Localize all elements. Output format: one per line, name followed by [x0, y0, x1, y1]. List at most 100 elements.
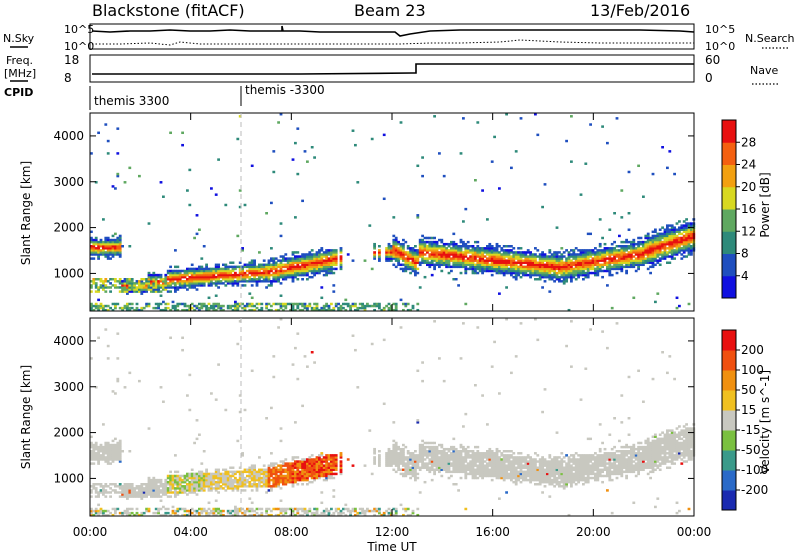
power-cell [673, 257, 676, 259]
power-cell [95, 303, 98, 305]
velocity-cell [107, 357, 110, 359]
velocity-cell [251, 489, 254, 491]
power-cell [520, 251, 523, 253]
power-cell [217, 286, 220, 288]
power-cell [388, 303, 391, 305]
power-cell [611, 243, 614, 245]
power-cell [416, 268, 419, 270]
power-cell [611, 247, 614, 249]
power-cell [229, 305, 232, 307]
velocity-cell [169, 475, 172, 477]
power-cell [596, 249, 599, 251]
velocity-cell [191, 469, 194, 471]
power-cell [160, 295, 163, 297]
power-cell [121, 307, 124, 309]
power-cell [664, 229, 667, 231]
velocity-cell [258, 456, 261, 458]
power-cell [284, 270, 287, 272]
velocity-cell [270, 462, 273, 464]
power-cell [296, 278, 299, 280]
velocity-cell [256, 483, 259, 485]
velocity-cell [256, 508, 259, 510]
power-cell [162, 196, 165, 198]
power-cell [181, 274, 184, 276]
velocity-cell [227, 510, 230, 512]
figure-title: Blackstone (fitACF) [92, 1, 245, 20]
velocity-cell [102, 423, 105, 425]
power-cell [109, 282, 112, 284]
power-cell [167, 270, 170, 272]
power-cell [220, 268, 223, 270]
power-cell [625, 245, 628, 247]
power-cell [342, 307, 345, 309]
power-cell [287, 303, 290, 305]
velocity-cell [172, 506, 175, 508]
power-cell [282, 264, 285, 266]
power-cell [181, 303, 184, 305]
power-cell [563, 262, 566, 264]
power-cell [565, 249, 568, 251]
power-cell [635, 257, 638, 259]
noise-left-label: N.Sky [3, 32, 35, 45]
velocity-cell [162, 483, 165, 485]
power-cell [169, 266, 172, 268]
power-cell [476, 121, 479, 123]
velocity-cell [160, 495, 163, 497]
power-cell [548, 255, 551, 257]
power-cell [292, 251, 295, 253]
power-cell [536, 278, 539, 280]
power-cell [402, 243, 405, 245]
velocity-cell [114, 438, 117, 440]
power-cell [222, 305, 225, 307]
power-cell [433, 115, 436, 117]
velocity-cell [95, 487, 98, 489]
power-cell [258, 264, 261, 266]
velocity-cell [95, 452, 98, 454]
velocity-cell [416, 508, 419, 510]
velocity-cell [260, 477, 263, 479]
power-cell [126, 278, 129, 280]
velocity-cell [176, 471, 179, 473]
power-cell [246, 280, 249, 282]
power-cell [568, 251, 571, 253]
power-cell [280, 222, 283, 224]
power-cell [102, 280, 105, 282]
velocity-cell [270, 452, 273, 454]
power-cell [241, 307, 244, 309]
power-cell [580, 193, 583, 195]
power-cell [409, 262, 412, 264]
power-cell [172, 305, 175, 307]
power-cell [364, 305, 367, 307]
velocity-cell [284, 462, 287, 464]
power-cell [532, 253, 535, 255]
velocity-cell [409, 467, 412, 469]
velocity-cell [198, 508, 201, 510]
velocity-cell [116, 508, 119, 510]
velocity-cell [114, 444, 117, 446]
velocity-cell [277, 508, 280, 510]
velocity-cell [162, 401, 165, 403]
power-cell [157, 303, 160, 305]
power-cell [328, 249, 331, 251]
colorbar-swatch [722, 165, 736, 188]
velocity-cell [160, 479, 163, 481]
power-cell [546, 255, 549, 257]
power-cell [215, 276, 218, 278]
power-cell [275, 257, 278, 259]
power-cell [450, 270, 453, 272]
power-cell [618, 249, 621, 251]
power-cell [143, 282, 146, 284]
power-cell [601, 125, 604, 127]
velocity-cell [404, 508, 407, 510]
power-cell [512, 251, 515, 253]
power-cell [464, 243, 467, 245]
velocity-cell [450, 452, 453, 454]
velocity-cell [215, 398, 218, 400]
power-cell [332, 284, 335, 286]
velocity-cell [241, 508, 244, 510]
power-cell [246, 270, 249, 272]
power-cell [287, 257, 290, 259]
velocity-cell [188, 374, 191, 376]
power-cell [666, 224, 669, 226]
